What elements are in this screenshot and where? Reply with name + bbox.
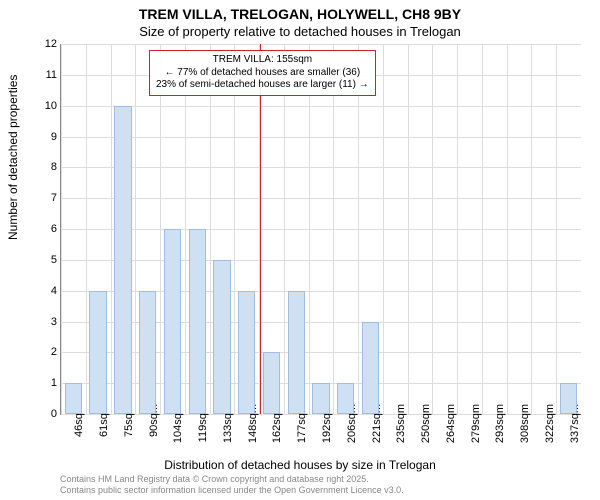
chart-subtitle: Size of property relative to detached ho… — [0, 24, 600, 39]
histogram-bar — [288, 291, 305, 414]
histogram-bar — [238, 291, 255, 414]
gridline-v — [531, 44, 532, 414]
x-tick-label: 322sqm — [544, 404, 556, 454]
gridline-v — [234, 44, 235, 414]
annotation-box: TREM VILLA: 155sqm← 77% of detached hous… — [149, 50, 376, 96]
y-tick-label: 4 — [27, 285, 57, 297]
annotation-title: TREM VILLA: 155sqm — [156, 54, 369, 67]
histogram-bar — [312, 383, 329, 414]
histogram-bar — [189, 229, 206, 414]
annotation-line: ← 77% of detached houses are smaller (36… — [156, 67, 369, 80]
footer-attribution: Contains HM Land Registry data © Crown c… — [60, 474, 404, 496]
gridline-v — [383, 44, 384, 414]
gridline-v — [210, 44, 211, 414]
footer-line: Contains HM Land Registry data © Crown c… — [60, 474, 404, 485]
x-tick-label: 250sqm — [420, 404, 432, 454]
gridline-v — [432, 44, 433, 414]
gridline-h — [61, 106, 581, 107]
histogram-bar — [337, 383, 354, 414]
x-tick-label: 264sqm — [445, 404, 457, 454]
gridline-v — [333, 44, 334, 414]
histogram-bar — [164, 229, 181, 414]
histogram-bar — [213, 260, 230, 414]
x-axis-label: Distribution of detached houses by size … — [0, 458, 600, 472]
y-tick-label: 2 — [27, 346, 57, 358]
footer-line: Contains public sector information licen… — [60, 485, 404, 496]
y-tick-label: 1 — [27, 377, 57, 389]
annotation-line: 23% of semi-detached houses are larger (… — [156, 79, 369, 92]
x-tick-label: 235sqm — [395, 404, 407, 454]
y-axis-label: Number of detached properties — [6, 75, 20, 240]
gridline-v — [556, 44, 557, 414]
gridline-v — [111, 44, 112, 414]
plot-area: 012345678910111246sqm61sqm75sqm90sqm104s… — [60, 44, 581, 415]
histogram-bar — [89, 291, 106, 414]
gridline-h — [61, 229, 581, 230]
y-tick-label: 11 — [27, 69, 57, 81]
gridline-v — [185, 44, 186, 414]
marker-line — [260, 44, 261, 414]
y-tick-label: 0 — [27, 408, 57, 420]
gridline-v — [160, 44, 161, 414]
histogram-bar — [560, 383, 577, 414]
x-tick-label: 293sqm — [494, 404, 506, 454]
gridline-v — [457, 44, 458, 414]
y-tick-label: 9 — [27, 131, 57, 143]
gridline-h — [61, 260, 581, 261]
chart-container: TREM VILLA, TRELOGAN, HOLYWELL, CH8 9BY … — [0, 0, 600, 500]
y-tick-label: 6 — [27, 223, 57, 235]
gridline-v — [358, 44, 359, 414]
y-tick-label: 7 — [27, 192, 57, 204]
gridline-v — [482, 44, 483, 414]
gridline-v — [309, 44, 310, 414]
y-tick-label: 8 — [27, 161, 57, 173]
histogram-bar — [139, 291, 156, 414]
gridline-h — [61, 137, 581, 138]
histogram-bar — [114, 106, 131, 414]
gridline-v — [86, 44, 87, 414]
y-tick-label: 10 — [27, 100, 57, 112]
gridline-v — [408, 44, 409, 414]
histogram-bar — [362, 322, 379, 415]
gridline-v — [507, 44, 508, 414]
y-tick-label: 5 — [27, 254, 57, 266]
x-tick-label: 279sqm — [470, 404, 482, 454]
y-tick-label: 12 — [27, 38, 57, 50]
histogram-bar — [65, 383, 82, 414]
chart-title: TREM VILLA, TRELOGAN, HOLYWELL, CH8 9BY — [0, 6, 600, 22]
gridline-v — [284, 44, 285, 414]
y-tick-label: 3 — [27, 316, 57, 328]
gridline-h — [61, 44, 581, 45]
gridline-v — [135, 44, 136, 414]
gridline-h — [61, 167, 581, 168]
gridline-h — [61, 198, 581, 199]
histogram-bar — [263, 352, 280, 414]
gridline-v — [61, 44, 62, 414]
x-tick-label: 308sqm — [519, 404, 531, 454]
